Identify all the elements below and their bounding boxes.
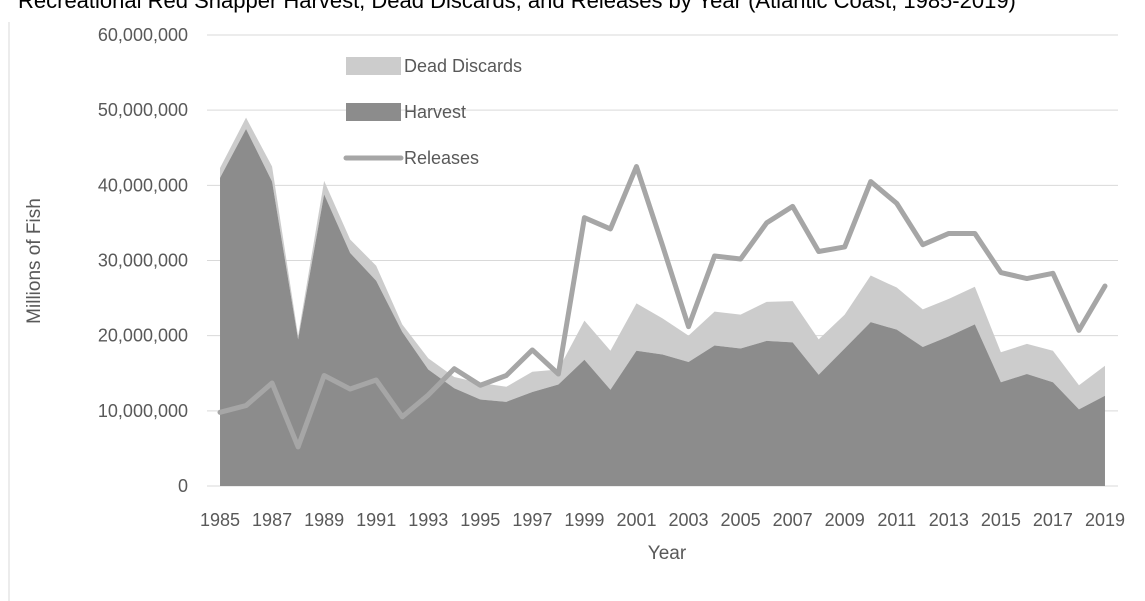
- x-tick-label-1: 1987: [252, 510, 292, 530]
- x-tick-label-10: 2005: [721, 510, 761, 530]
- legend-label-dead-discards: Dead Discards: [404, 56, 522, 76]
- x-axis-ticks: 1985 1987 1989 1991 1993 1995 1997 1999 2001 2003…: [200, 510, 1125, 530]
- y-tick-label-0: 0: [178, 476, 188, 496]
- x-axis-title: Year: [648, 543, 687, 564]
- plot-lines: [217, 164, 1108, 450]
- y-axis-title: Millions of Fish: [24, 198, 45, 324]
- x-tick-label-13: 2011: [877, 510, 916, 530]
- y-axis-ticks: 0 10,000,000 20,000,000 30,000,000 40,000,00…: [98, 25, 188, 496]
- plot-areas: [220, 117, 1105, 487]
- x-tick-label-3: 1991: [356, 510, 396, 530]
- x-tick-label-0: 1985: [200, 510, 240, 530]
- legend: Dead Discards Harvest Releases: [343, 56, 522, 168]
- y-tick-label-3: 30,000,000: [98, 251, 188, 271]
- x-tick-label-15: 2015: [981, 510, 1021, 530]
- x-tick-label-8: 2001: [616, 510, 656, 530]
- y-tick-label-2: 20,000,000: [98, 326, 188, 346]
- legend-label-releases: Releases: [404, 148, 479, 168]
- x-tick-label-4: 1993: [408, 510, 448, 530]
- area-dead-discards: [220, 117, 1105, 410]
- y-tick-label-5: 50,000,000: [98, 100, 188, 120]
- y-tick-label-6: 60,000,000: [98, 25, 188, 45]
- x-tick-label-6: 1997: [512, 510, 552, 530]
- x-tick-label-11: 2007: [773, 510, 813, 530]
- x-tick-label-2: 1989: [304, 510, 344, 530]
- y-tick-label-1: 10,000,000: [98, 401, 188, 421]
- line-releases: [217, 164, 1108, 450]
- legend-swatch-dead-discards: [346, 57, 401, 75]
- area-harvest: [220, 128, 1105, 487]
- x-tick-label-5: 1995: [460, 510, 500, 530]
- chart-title: Recreational Red Snapper Harvest, Dead D…: [18, 0, 1016, 13]
- x-tick-label-7: 1999: [564, 510, 604, 530]
- legend-label-harvest: Harvest: [404, 102, 466, 122]
- x-tick-label-9: 2003: [669, 510, 709, 530]
- x-tick-label-17: 2019: [1085, 510, 1125, 530]
- x-tick-label-14: 2013: [929, 510, 969, 530]
- legend-swatch-harvest: [346, 103, 401, 121]
- x-tick-label-16: 2017: [1033, 510, 1073, 530]
- x-tick-label-12: 2009: [825, 510, 865, 530]
- y-tick-label-4: 40,000,000: [98, 175, 188, 195]
